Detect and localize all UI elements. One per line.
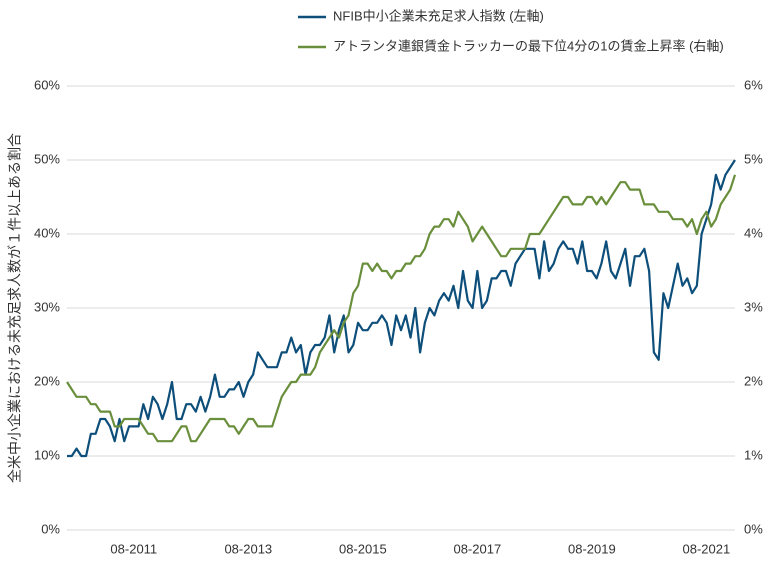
y2-tick-label: 3%	[744, 299, 763, 314]
x-tick-label: 08-2015	[339, 541, 387, 556]
y2-tick-label: 5%	[744, 151, 763, 166]
x-tick-label: 08-2013	[224, 541, 272, 556]
legend-label: アトランタ連銀賃金トラッカーの最下位4分の1の賃金上昇率 (右軸)	[333, 38, 724, 53]
legend-label: NFIB中小企業未充足求人指数 (左軸)	[333, 8, 544, 23]
x-tick-label: 08-2019	[568, 541, 616, 556]
y-tick-label: 40%	[34, 225, 60, 240]
y-tick-label: 60%	[34, 77, 60, 92]
series-line	[67, 159, 736, 458]
y-tick-label: 10%	[34, 447, 60, 462]
y2-tick-label: 4%	[744, 225, 763, 240]
series-line	[66, 174, 737, 443]
y-tick-label: 30%	[34, 299, 60, 314]
y-axis-label: 全米中小企業における未充足求人数が１件以上ある割合	[7, 133, 23, 483]
y-tick-label: 20%	[34, 373, 60, 388]
y2-tick-label: 0%	[744, 521, 763, 536]
y2-tick-label: 6%	[744, 77, 763, 92]
x-tick-label: 08-2017	[453, 541, 501, 556]
y-tick-label: 0%	[41, 521, 60, 536]
y-tick-label: 50%	[34, 151, 60, 166]
x-tick-label: 08-2011	[110, 541, 157, 556]
y2-tick-label: 1%	[744, 447, 763, 462]
x-tick-label: 08-2021	[683, 541, 731, 556]
y2-tick-label: 2%	[744, 373, 763, 388]
